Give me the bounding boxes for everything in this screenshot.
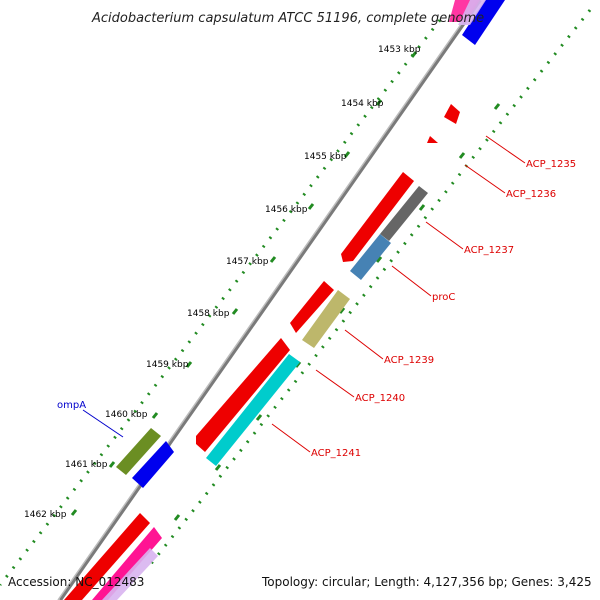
tick-labels: 1453 kbp 1454 kbp 1455 kbp 1456 kbp 1457… [24, 45, 421, 520]
gene-bottom-pink [92, 527, 162, 600]
tick-label: 1453 kbp [378, 45, 421, 55]
gene-acp1237-gray[interactable] [380, 186, 428, 241]
tick-label: 1457 kbp [226, 257, 269, 267]
tick-label: 1455 kbp [304, 152, 347, 162]
gene-acp1239-khaki[interactable] [302, 290, 350, 348]
tick-label: 1460 kbp [105, 410, 148, 420]
gene-bottom-lilac [102, 548, 158, 600]
genome-backbone [58, 0, 482, 600]
gene-bottom-red [64, 513, 150, 600]
label-acp1235: ACP_1235 [526, 159, 576, 170]
tick-marks [70, 51, 501, 521]
accession-text: Accession: NC_012483 [8, 575, 144, 589]
gene-ompa-blue[interactable] [132, 441, 174, 488]
leader-line-ompa [82, 409, 124, 438]
label-ompa: ompA [57, 400, 86, 411]
gene-acp1235[interactable] [444, 104, 460, 124]
gene-proc[interactable] [350, 234, 391, 280]
tick-label: 1461 kbp [65, 460, 108, 470]
gene-acp1240[interactable] [196, 338, 290, 452]
gene-acp1239[interactable] [290, 281, 334, 333]
label-acp1240: ACP_1240 [355, 393, 405, 404]
label-acp1239: ACP_1239 [384, 355, 434, 366]
label-acp1237: ACP_1237 [464, 245, 514, 256]
tick-label: 1459 kbp [146, 360, 189, 370]
gene-acp1236[interactable] [427, 136, 438, 143]
leader-lines [271, 135, 526, 453]
gene-ompa[interactable] [116, 428, 161, 475]
map-title: Acidobacterium capsulatum ATCC 51196, co… [91, 11, 484, 26]
tick-label: 1456 kbp [265, 205, 308, 215]
gene-top-blue [462, 0, 505, 45]
tick-label: 1458 kbp [187, 309, 230, 319]
tick-track-inner [148, 9, 592, 566]
label-acp1236: ACP_1236 [506, 189, 556, 200]
tick-label: 1462 kbp [24, 510, 67, 520]
gene-acp1241[interactable] [206, 354, 300, 466]
label-acp1241: ACP_1241 [311, 448, 361, 459]
gene-top-lilac [458, 0, 486, 25]
tick-label: 1454 kbp [341, 99, 384, 109]
genome-backbone-highlight [57, 0, 479, 600]
topology-text: Topology: circular; Length: 4,127,356 bp… [261, 575, 592, 589]
gene-acp1237[interactable] [341, 172, 414, 262]
label-proc: proC [432, 292, 455, 303]
gene-top-group [449, 0, 505, 45]
